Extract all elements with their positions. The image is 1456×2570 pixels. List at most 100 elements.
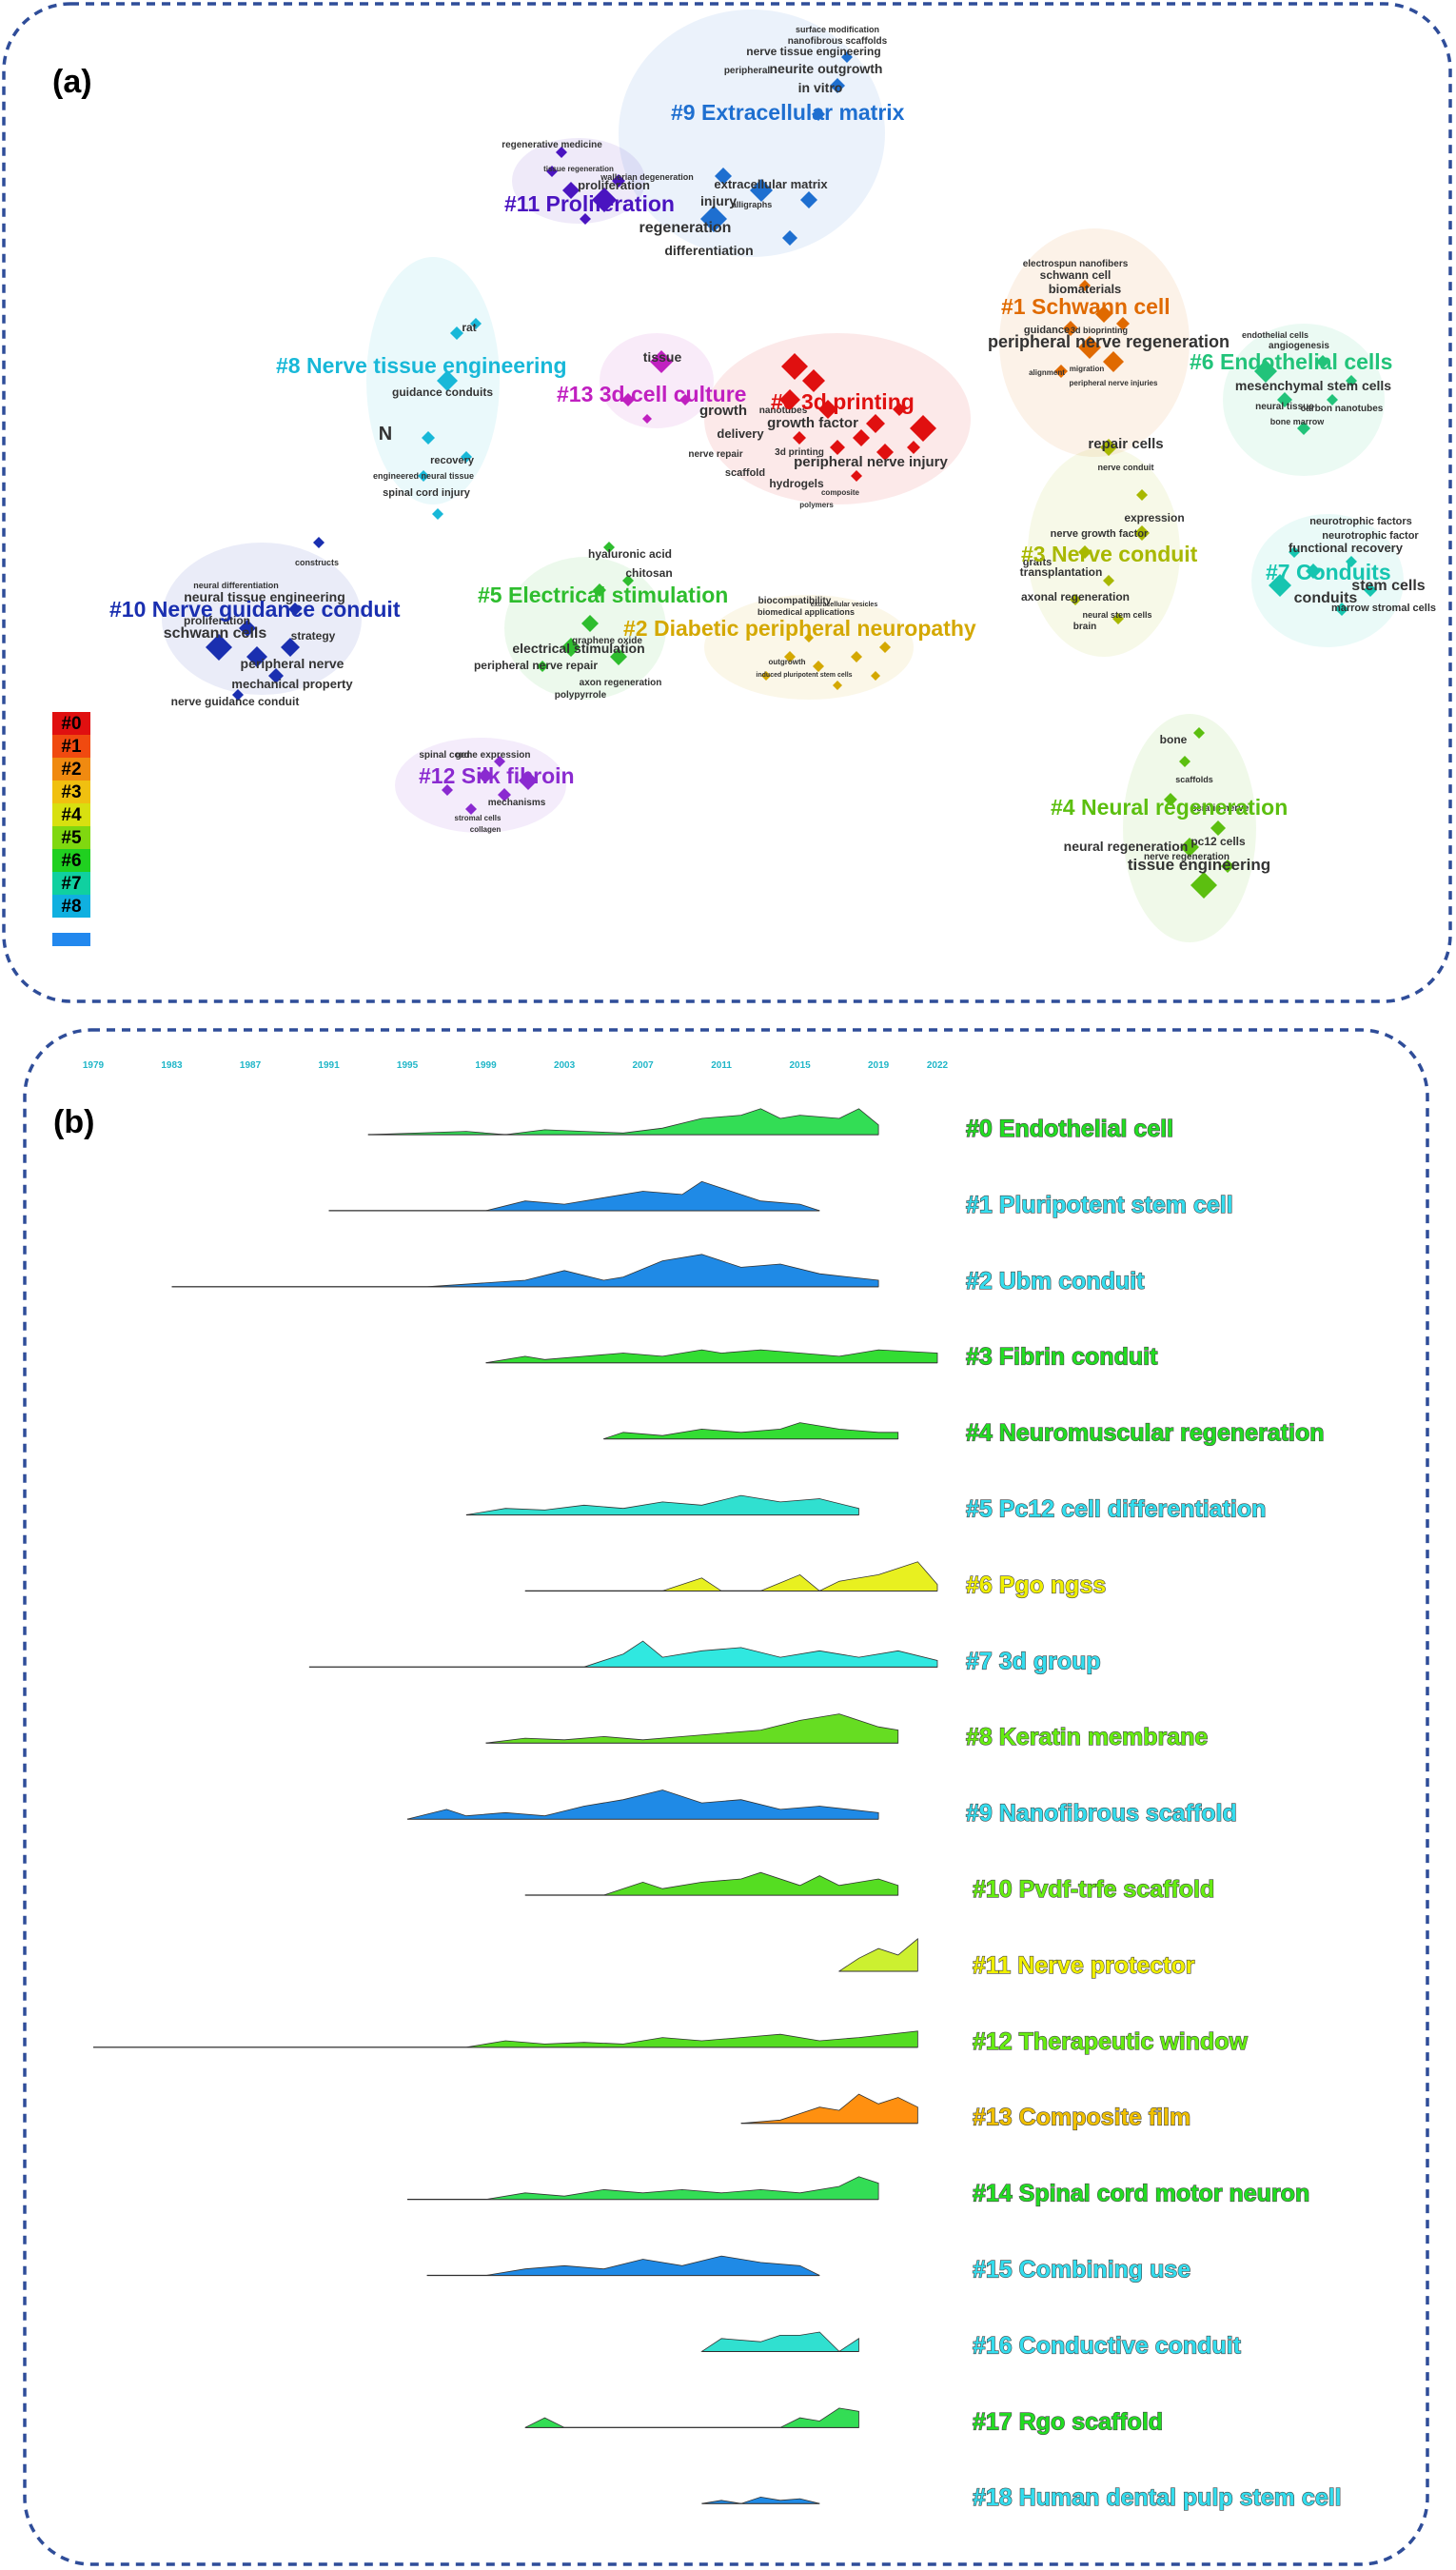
cluster-legend: #0 #1 #2#3 #4 #5 #6 #7 #8 bbox=[52, 712, 90, 946]
term-label: nerve repair bbox=[688, 449, 742, 460]
cluster-node bbox=[461, 451, 472, 463]
term-label: bone marrow bbox=[1270, 417, 1326, 426]
timeline-row-label: #7 3d group bbox=[966, 1648, 1101, 1674]
cluster-node bbox=[313, 537, 325, 548]
term-label: stromal cells bbox=[455, 814, 502, 822]
cluster-label-c3: #3 Nerve conduit bbox=[1021, 542, 1198, 566]
term-label: repair cells bbox=[1088, 436, 1163, 452]
cluster-label-c9: #9 Extracellular matrix bbox=[671, 100, 905, 125]
cluster-blob-c6 bbox=[1223, 324, 1385, 476]
timeline-area bbox=[700, 2331, 859, 2352]
cluster-node bbox=[818, 400, 837, 419]
timeline-row-label: #13 Composite film bbox=[973, 2105, 1190, 2131]
cluster-label-c11: #11 Proliferation bbox=[504, 191, 675, 216]
term-label: pc12 cells bbox=[1190, 835, 1246, 848]
cluster-label-c6: #6 Endothelial cells bbox=[1190, 349, 1392, 374]
term-label: alligraphs bbox=[732, 200, 773, 209]
cluster-node bbox=[519, 771, 538, 790]
cluster-node bbox=[612, 174, 625, 188]
term-label: tissue regeneration bbox=[543, 165, 614, 173]
timeline-row-label: #14 Spinal cord motor neuron bbox=[973, 2181, 1309, 2207]
panel-a-label: (a) bbox=[52, 64, 92, 100]
timeline-row-label: #5 Pc12 cell differentiation bbox=[966, 1496, 1266, 1523]
cluster-node bbox=[779, 389, 800, 410]
cluster-node bbox=[268, 668, 284, 683]
cluster-network: surface modification nanofibrous scaffold… bbox=[109, 10, 1436, 942]
panel-b-label: (b) bbox=[53, 1104, 94, 1140]
term-label: nanofibrous scaffolds bbox=[788, 36, 888, 47]
term-label: extracellular vesicles bbox=[811, 602, 878, 608]
term-label: electrospun nanofibers bbox=[1023, 259, 1129, 269]
cluster-node bbox=[910, 415, 936, 442]
timeline-chart: #0 Endothelial cell #1 Pluripotent stem c… bbox=[93, 1108, 1342, 2512]
timeline-area bbox=[740, 2093, 918, 2125]
term-label: bone bbox=[1160, 733, 1188, 746]
term-label: expression bbox=[1124, 511, 1184, 524]
term-label: strategy bbox=[291, 629, 336, 642]
cluster-node bbox=[830, 440, 845, 455]
cluster-node bbox=[781, 353, 808, 380]
term-label: brain bbox=[1073, 622, 1096, 632]
year-tick: 2015 bbox=[789, 1060, 811, 1071]
timeline-row: #14 Spinal cord motor neuron bbox=[407, 2176, 1310, 2207]
legend-swatch bbox=[52, 826, 90, 849]
timeline-area bbox=[367, 1108, 879, 1136]
term-label: spinal cord bbox=[419, 750, 469, 761]
cluster-node bbox=[437, 370, 458, 391]
timeline-row: #13 Composite film bbox=[740, 2093, 1191, 2131]
term-label: axonal regeneration bbox=[1021, 590, 1130, 603]
timeline-row-label: #9 Nanofibrous scaffold bbox=[966, 1800, 1237, 1827]
term-label: tissue bbox=[643, 349, 682, 365]
term-label: regenerative medicine bbox=[502, 140, 602, 150]
timeline-row: #12 Therapeutic window bbox=[93, 2027, 1249, 2055]
term-label: guidance bbox=[1024, 325, 1070, 336]
cluster-node bbox=[556, 147, 567, 158]
term-label: axon regeneration bbox=[580, 678, 662, 688]
term-label: spinal cord injury bbox=[383, 487, 471, 499]
timeline-row-label: #11 Nerve protector bbox=[973, 1952, 1195, 1979]
year-axis: 1979 1983 1987 1991 1995 1999 2003 2007 2011 2015… bbox=[83, 1060, 949, 1071]
legend-label: #5 bbox=[61, 828, 82, 848]
term-label: transplantation bbox=[1020, 565, 1103, 579]
cluster-node bbox=[1164, 793, 1177, 806]
term-label: alignment bbox=[1029, 368, 1065, 377]
timeline-row-label: #4 Neuromuscular regeneration bbox=[966, 1420, 1325, 1447]
term-label: composite bbox=[821, 488, 860, 497]
term-label: N bbox=[379, 424, 392, 445]
timeline-area bbox=[603, 1422, 899, 1439]
timeline-row-label: #16 Conductive conduit bbox=[973, 2332, 1242, 2359]
term-label: schwann cells bbox=[164, 625, 267, 642]
timeline-area bbox=[524, 1561, 938, 1591]
timeline-area bbox=[93, 2030, 918, 2048]
term-label: carbon nanotubes bbox=[1301, 404, 1384, 414]
cluster-blob-c12 bbox=[395, 738, 566, 833]
cluster-label-c1: #1 Schwann cell bbox=[1001, 294, 1171, 319]
cluster-node bbox=[621, 393, 635, 406]
cluster-node bbox=[1190, 872, 1217, 899]
term-label: peripheral nerve repair bbox=[474, 659, 598, 672]
term-label: biocompatibility bbox=[758, 596, 832, 606]
timeline-area bbox=[837, 1938, 918, 1972]
term-label: gene expression bbox=[456, 750, 531, 761]
cluster-node bbox=[281, 638, 300, 657]
cluster-node bbox=[465, 803, 477, 815]
timeline-row: #5 Pc12 cell differentiation bbox=[465, 1494, 1267, 1523]
term-label: hyaluronic acid bbox=[588, 547, 672, 561]
legend-label: #2 bbox=[61, 760, 81, 780]
timeline-row-label: #17 Rgo scaffold bbox=[973, 2408, 1163, 2435]
timeline-area bbox=[171, 1254, 879, 1288]
term-label: functional recovery bbox=[1289, 541, 1404, 555]
term-label: nerve regeneration bbox=[1144, 852, 1230, 862]
cluster-node bbox=[841, 51, 853, 63]
cluster-node bbox=[1269, 574, 1291, 597]
cluster-node bbox=[1103, 575, 1114, 586]
term-label: constructs bbox=[295, 558, 339, 567]
term-label: growth factor bbox=[767, 415, 858, 431]
cluster-blob-c13 bbox=[600, 333, 714, 428]
term-label: neurotrophic factors bbox=[1309, 516, 1412, 527]
cluster-node bbox=[782, 230, 797, 246]
term-label: guidance conduits bbox=[392, 386, 493, 399]
year-tick: 1983 bbox=[161, 1060, 183, 1071]
legend-swatch bbox=[52, 758, 90, 781]
timeline-row-label: #8 Keratin membrane bbox=[966, 1724, 1208, 1750]
